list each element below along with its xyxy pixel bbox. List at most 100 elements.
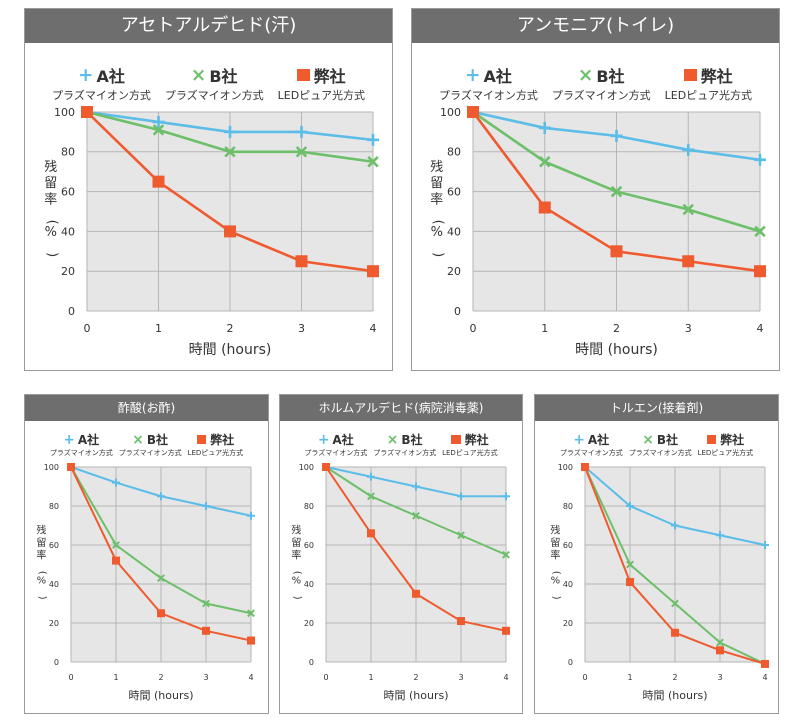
square-marker-icon <box>296 68 310 82</box>
data-point-cross <box>247 609 255 618</box>
legend-item: × B社 プラズマイオン方式 <box>373 431 436 458</box>
data-point-cross <box>539 156 551 168</box>
data-point-square <box>152 175 165 188</box>
y-tick-label: 60 <box>563 541 573 550</box>
x-axis-label: 時間 (hours) <box>128 689 193 702</box>
chart-legend: + A社 プラズマイオン方式 × B社 プラズマイオン方式 弊社 LEDピュア光方式 <box>412 63 779 103</box>
legend-item: 弊社 LEDピュア光方式 <box>698 431 754 458</box>
y-tick-label: 100 <box>44 463 59 472</box>
data-point-plus <box>367 133 379 146</box>
data-point-square <box>295 255 308 268</box>
data-point-cross <box>112 541 120 549</box>
marker-stroke <box>295 146 308 158</box>
data-point-cross <box>716 638 724 647</box>
chart-panel: アンモニア(トイレ) + A社 プラズマイオン方式 × B社 プラズマイオン方式 弊社 LEDピ… <box>411 8 780 371</box>
x-tick-label: 1 <box>155 322 162 335</box>
x-tick-label: 2 <box>158 673 163 682</box>
legend-label-row: × B社 <box>387 431 423 448</box>
data-point-cross <box>610 185 623 198</box>
y-tick-label: 0 <box>454 305 461 318</box>
data-point-cross <box>626 560 634 569</box>
legend-item: 弊社 LEDピュア光方式 <box>188 431 244 458</box>
line-chart: 0 20 40 60 80 100 0 1 2 3 4 時間 (hours) 残留率(%) <box>291 463 510 702</box>
data-point-cross <box>202 599 210 608</box>
y-tick-label: 80 <box>49 502 59 511</box>
data-point-square <box>457 617 465 626</box>
data-point-square <box>81 106 93 118</box>
plus-marker-icon: + <box>63 431 75 448</box>
legend-name: B社 <box>146 433 168 447</box>
line-chart: 0 20 40 60 80 100 0 1 2 3 4 時間 (hours) 残留率(%) <box>550 463 769 702</box>
chart-title: 酢酸(お酢) <box>25 395 268 421</box>
legend-subtitle: LEDピュア光方式 <box>697 449 754 457</box>
data-point-plus <box>754 153 766 166</box>
legend-item: 弊社 LEDピュア光方式 <box>278 63 365 103</box>
legend-name: 弊社 <box>720 433 745 447</box>
plus-marker-icon: + <box>78 64 94 86</box>
marker-stroke <box>539 156 551 168</box>
x-tick-label: 4 <box>370 322 377 335</box>
data-point-cross <box>682 203 694 216</box>
plus-marker-icon: + <box>465 64 481 86</box>
legend-name: A社 <box>77 433 100 447</box>
x-tick-label: 0 <box>84 322 91 335</box>
x-tick-label: 3 <box>203 673 208 682</box>
data-point-square <box>247 636 255 645</box>
x-tick-label: 2 <box>672 673 677 682</box>
legend-subtitle: プラズマイオン方式 <box>52 89 151 102</box>
marker-stroke <box>754 225 766 238</box>
y-tick-label: 0 <box>309 658 314 667</box>
y-tick-label: 20 <box>61 265 75 278</box>
y-tick-label: 40 <box>563 580 573 589</box>
legend-item: + A社 プラズマイオン方式 <box>560 431 623 458</box>
chart-legend: + A社 プラズマイオン方式 × B社 プラズマイオン方式 弊社 LEDピュア光方式 <box>25 431 268 458</box>
data-point-square <box>412 589 420 598</box>
legend-item: × B社 プラズマイオン方式 <box>552 63 651 103</box>
y-tick-label: 100 <box>558 463 573 472</box>
legend-label-row: 弊社 <box>451 431 489 448</box>
x-tick-label: 1 <box>368 673 373 682</box>
legend-subtitle: プラズマイオン方式 <box>373 449 437 457</box>
marker-stroke <box>367 156 379 168</box>
y-axis-label: 残留率(%) <box>36 523 47 600</box>
legend-name: B社 <box>656 433 678 447</box>
legend-label-row: + A社 <box>318 431 354 448</box>
legend-item: × B社 プラズマイオン方式 <box>629 431 692 458</box>
marker-stroke <box>157 574 165 583</box>
data-point-square <box>224 225 236 238</box>
data-point-square <box>581 463 589 471</box>
data-point-cross <box>412 511 420 520</box>
chart-panel: アセトアルデヒド(汗) + A社 プラズマイオン方式 × B社 プラズマイオン方式 弊社 LED… <box>24 8 393 371</box>
marker-stroke <box>682 203 694 216</box>
x-axis-label: 時間 (hours) <box>642 689 707 702</box>
data-point-square <box>610 245 623 258</box>
data-point-cross <box>157 574 165 583</box>
y-tick-label: 40 <box>61 225 75 238</box>
data-point-plus <box>761 541 769 549</box>
legend-subtitle: プラズマイオン方式 <box>551 89 651 102</box>
legend-subtitle: プラズマイオン方式 <box>118 449 182 457</box>
line-chart: 0 20 40 60 80 100 0 1 2 3 4 時間 (hours) 残留率(%) <box>36 463 255 702</box>
square-marker-icon <box>706 434 717 445</box>
chart-title: ホルムアルデヒド(病院消毒薬) <box>280 395 522 421</box>
data-point-plus <box>152 115 165 128</box>
data-point-cross <box>457 531 465 540</box>
data-point-plus <box>247 511 255 520</box>
legend-subtitle: LEDピュア光方式 <box>277 89 365 102</box>
x-tick-label: 1 <box>627 673 632 682</box>
data-point-plus <box>295 125 308 138</box>
legend-subtitle: LEDピュア光方式 <box>187 449 244 457</box>
legend-item: + A社 プラズマイオン方式 <box>52 63 151 103</box>
data-point-square <box>716 646 724 655</box>
x-axis-label: 時間 (hours) <box>189 342 272 358</box>
x-tick-label: 2 <box>227 322 234 335</box>
y-axis-label: 残留率(%) <box>430 160 445 257</box>
legend-item: 弊社 LEDピュア光方式 <box>442 431 498 458</box>
marker-stroke <box>152 124 165 136</box>
y-tick-label: 100 <box>54 106 75 119</box>
legend-subtitle: LEDピュア光方式 <box>442 449 498 457</box>
chart-panel: 酢酸(お酢) + A社 プラズマイオン方式 × B社 プラズマイオン方式 弊社 LEDピュア光方… <box>24 394 269 714</box>
data-point-plus <box>502 492 510 501</box>
data-point-plus <box>610 129 623 142</box>
marker-stroke <box>502 550 510 559</box>
